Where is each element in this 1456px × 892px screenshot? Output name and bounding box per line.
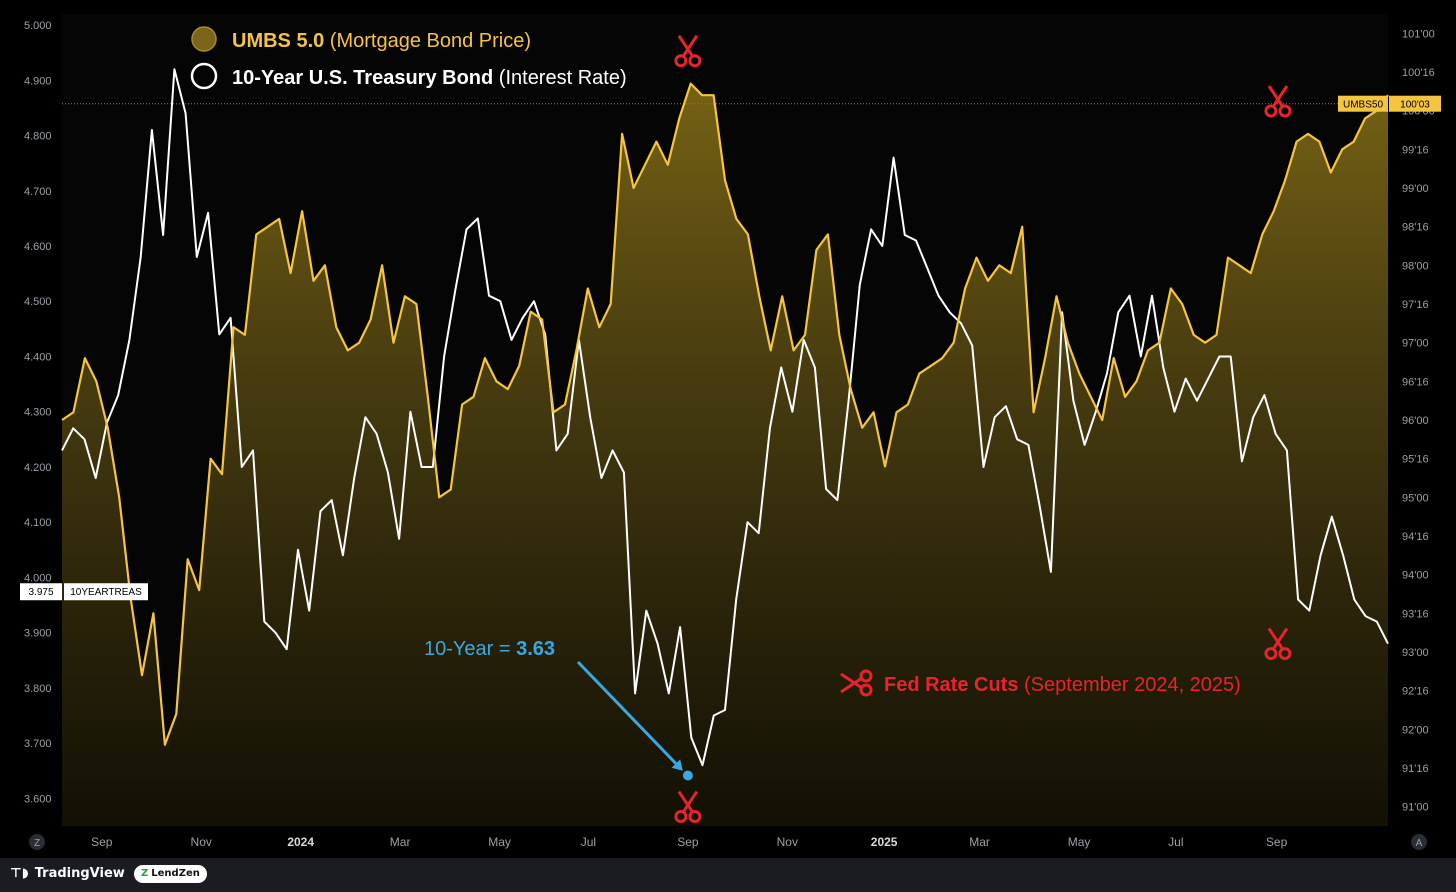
min-annotation-value: 3.63 xyxy=(516,638,555,660)
time-tick-label: 2025 xyxy=(871,835,898,849)
right-tick-label: 98'00 xyxy=(1402,260,1429,272)
time-tick-label: 2024 xyxy=(287,835,314,849)
umbs-series-line xyxy=(61,82,1389,746)
legend-umbs: UMBS 5.0 (Mortgage Bond Price) xyxy=(232,30,531,52)
right-tick-label: 99'00 xyxy=(1402,183,1429,195)
min-point-dot xyxy=(682,770,693,781)
right-tick-label: 93'00 xyxy=(1402,647,1429,659)
time-axis: Sep Nov 2024 Mar May Jul Sep Nov 2025 Mar May Jul Se… xyxy=(91,835,1288,849)
left-tick-label: 4.600 xyxy=(24,241,52,253)
umbs-price-tag: UMBS50 100'03 xyxy=(1338,95,1441,112)
time-tick-label: Jul xyxy=(1168,835,1183,849)
lendzen-label: LendZen xyxy=(151,868,200,879)
treasury-series-line xyxy=(61,68,1389,767)
treasury-price-tag: 3.975 10YEARTREAS xyxy=(20,583,148,601)
legend-treasury-rest: (Interest Rate) xyxy=(493,67,626,89)
time-tick-label: Nov xyxy=(191,835,212,849)
left-tick-label: 3.700 xyxy=(24,738,52,750)
time-tick-label: Sep xyxy=(91,835,113,849)
left-axis: 5.000 4.900 4.800 4.700 4.600 4.500 4.400 4.300… xyxy=(24,20,52,805)
time-tick-label: Jul xyxy=(581,835,596,849)
corner-left-label: Z xyxy=(34,838,40,849)
left-tick-label: 4.300 xyxy=(24,407,52,419)
corner-right-label: A xyxy=(1416,838,1423,849)
left-tick-label: 4.000 xyxy=(24,572,52,584)
right-tick-label: 96'16 xyxy=(1402,376,1429,388)
right-tick-label: 94'00 xyxy=(1402,570,1429,582)
left-tick-label: 3.800 xyxy=(24,683,52,695)
treasury-tag-value: 3.975 xyxy=(28,587,53,598)
min-arrow-head xyxy=(671,759,683,771)
right-tick-label: 99'16 xyxy=(1402,144,1429,156)
time-tick-label: May xyxy=(1068,835,1091,849)
right-tick-label: 96'00 xyxy=(1402,415,1429,427)
time-tick-label: May xyxy=(488,835,511,849)
fed-cut-rest: (September 2024, 2025) xyxy=(1018,674,1240,696)
treasury-legend-icon xyxy=(190,62,218,90)
left-tick-label: 3.600 xyxy=(24,793,52,805)
left-tick-label: 4.400 xyxy=(24,351,52,363)
chart: 5.000 4.900 4.800 4.700 4.600 4.500 4.400 4.300… xyxy=(20,20,1441,850)
tradingview-logo[interactable]: ⊤◗ TradingView xyxy=(10,866,125,881)
lendzen-badge[interactable]: Z LendZen xyxy=(134,865,207,883)
right-tick-label: 92'00 xyxy=(1402,724,1429,736)
treasury-tag-label: 10YEARTREAS xyxy=(70,587,142,598)
left-tick-label: 4.700 xyxy=(24,186,52,198)
left-tick-label: 4.200 xyxy=(24,462,52,474)
umbs-tag-value: 100'03 xyxy=(1400,100,1430,111)
umbs-area-fill xyxy=(62,83,1388,827)
right-tick-label: 97'16 xyxy=(1402,299,1429,311)
timezone-button[interactable] xyxy=(29,834,45,850)
right-tick-label: 98'16 xyxy=(1402,222,1429,234)
right-tick-label: 101'00 xyxy=(1402,28,1435,40)
lendzen-icon: Z xyxy=(141,868,149,879)
legend-umbs-bold: UMBS 5.0 xyxy=(232,30,324,52)
auto-scale-button[interactable] xyxy=(1411,834,1427,850)
min-arrow xyxy=(576,660,677,765)
left-tick-label: 5.000 xyxy=(24,20,52,32)
right-tick-label: 95'16 xyxy=(1402,454,1429,466)
umbs-tag-label: UMBS50 xyxy=(1343,100,1383,111)
right-tick-label: 93'16 xyxy=(1402,608,1429,620)
time-tick-label: Sep xyxy=(1266,835,1288,849)
legend-treasury: 10-Year U.S. Treasury Bond (Interest Rat… xyxy=(232,67,627,89)
left-tick-label: 4.100 xyxy=(24,517,52,529)
time-tick-label: Mar xyxy=(969,835,990,849)
fed-cut-bold: Fed Rate Cuts xyxy=(884,674,1018,696)
right-tick-label: 100'16 xyxy=(1402,67,1435,79)
left-tick-label: 3.900 xyxy=(24,628,52,640)
tradingview-brand: TradingView xyxy=(34,866,125,881)
left-tick-label: 4.900 xyxy=(24,75,52,87)
left-tick-label: 4.800 xyxy=(24,131,52,143)
footer-bar xyxy=(0,858,1456,892)
right-tick-label: 91'16 xyxy=(1402,763,1429,775)
time-tick-label: Mar xyxy=(390,835,411,849)
min-annotation: 10-Year = 3.63 xyxy=(424,638,555,660)
right-tick-label: 95'00 xyxy=(1402,492,1429,504)
right-tick-label: 97'00 xyxy=(1402,338,1429,350)
left-tick-label: 4.500 xyxy=(24,296,52,308)
right-tick-label: 94'16 xyxy=(1402,531,1429,543)
min-annotation-prefix: 10-Year = xyxy=(424,638,516,660)
legend-treasury-bold: 10-Year U.S. Treasury Bond xyxy=(232,67,493,89)
tradingview-icon: ⊤◗ xyxy=(10,866,29,881)
umbs-legend-icon xyxy=(191,26,217,52)
time-tick-label: Nov xyxy=(777,835,798,849)
time-tick-label: Sep xyxy=(677,835,699,849)
right-tick-label: 91'00 xyxy=(1402,802,1429,814)
fed-cut-label: Fed Rate Cuts (September 2024, 2025) xyxy=(884,674,1241,696)
right-tick-label: 92'16 xyxy=(1402,686,1429,698)
legend-umbs-rest: (Mortgage Bond Price) xyxy=(324,30,531,52)
